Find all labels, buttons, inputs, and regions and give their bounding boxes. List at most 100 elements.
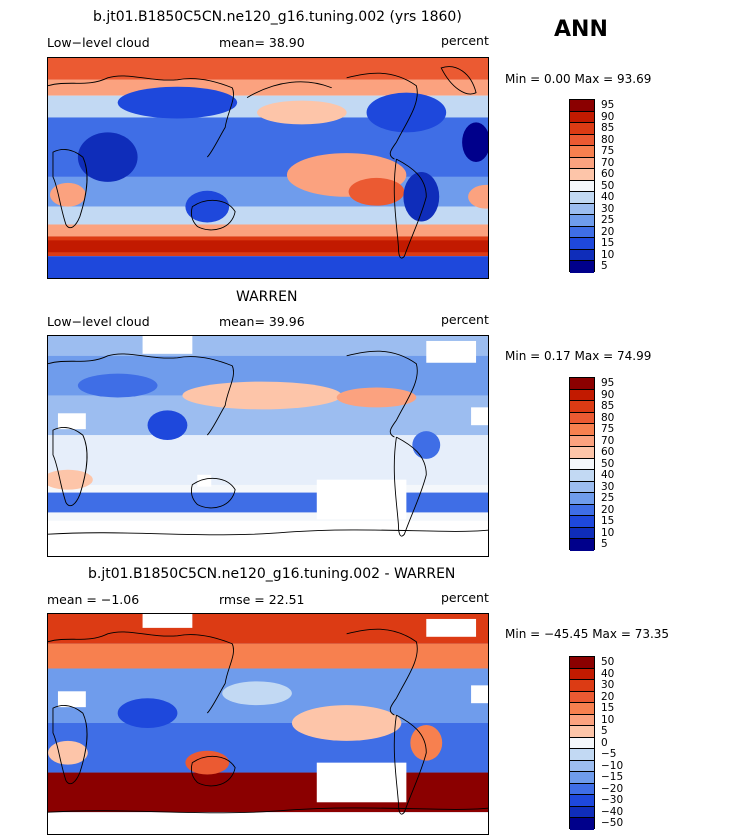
panel2-mean-label: mean= 39.96 bbox=[219, 314, 305, 329]
colorbar-swatch bbox=[570, 261, 594, 273]
colorbar-swatch bbox=[570, 123, 594, 135]
colorbar-swatch bbox=[570, 493, 594, 505]
colorbar-label: 75 bbox=[601, 423, 615, 435]
colorbar-swatch bbox=[570, 215, 594, 227]
colorbar-swatch bbox=[570, 401, 594, 413]
colorbar-label: 60 bbox=[601, 446, 615, 458]
colorbar-label: 95 bbox=[601, 99, 615, 111]
colorbar-swatch bbox=[570, 389, 594, 401]
colorbar-swatch bbox=[570, 169, 594, 181]
colorbar-label: −50 bbox=[601, 817, 624, 829]
panel1-minmax: Min = 0.00 Max = 93.69 bbox=[505, 72, 652, 86]
colorbar-swatch bbox=[570, 737, 594, 749]
colorbar-label: 15 bbox=[601, 702, 615, 714]
colorbar-label: 20 bbox=[601, 503, 615, 516]
colorbar-swatch bbox=[570, 657, 594, 669]
panel3-map-plot bbox=[48, 614, 488, 834]
colorbar-swatch bbox=[570, 111, 594, 123]
colorbar-swatch bbox=[570, 691, 594, 703]
colorbar-label: 85 bbox=[601, 400, 615, 412]
colorbar-swatch bbox=[570, 760, 594, 772]
colorbar-label: 30 bbox=[601, 202, 615, 215]
panel2-minmax: Min = 0.17 Max = 74.99 bbox=[505, 349, 652, 363]
season-label: ANN bbox=[554, 17, 608, 42]
colorbar-swatch bbox=[570, 818, 594, 830]
panel1-map-plot bbox=[48, 58, 488, 278]
colorbar-label: 50 bbox=[601, 457, 615, 470]
colorbar-swatch bbox=[570, 470, 594, 482]
colorbar-label: 40 bbox=[601, 469, 615, 481]
panel1-title: b.jt01.B1850C5CN.ne120_g16.tuning.002 (y… bbox=[93, 9, 462, 25]
colorbar-label: 20 bbox=[601, 225, 615, 238]
colorbar-label: 40 bbox=[601, 667, 615, 680]
colorbar-label: 15 bbox=[601, 237, 615, 249]
panel3-minmax: Min = −45.45 Max = 73.35 bbox=[505, 627, 670, 641]
colorbar-label: 10 bbox=[601, 713, 615, 726]
colorbar-label: 40 bbox=[601, 191, 615, 203]
colorbar-label: 5 bbox=[601, 538, 608, 550]
colorbar-swatch bbox=[570, 527, 594, 539]
panel3-rmse-label: rmse = 22.51 bbox=[219, 592, 305, 607]
colorbar-label: 15 bbox=[601, 515, 615, 527]
colorbar-swatch bbox=[570, 238, 594, 250]
panel3-title: b.jt01.B1850C5CN.ne120_g16.tuning.002 - … bbox=[88, 566, 456, 582]
colorbar-swatch bbox=[570, 100, 594, 112]
colorbar-label: 80 bbox=[601, 133, 615, 146]
colorbar-label: 30 bbox=[601, 480, 615, 493]
colorbar-swatch bbox=[570, 447, 594, 459]
panel3-units-label: percent bbox=[441, 590, 489, 605]
colorbar-swatch bbox=[570, 424, 594, 436]
colorbar-label: 0 bbox=[601, 736, 608, 749]
panel2-map-plot bbox=[48, 336, 488, 556]
colorbar-swatch bbox=[570, 749, 594, 761]
colorbar-label: 5 bbox=[601, 260, 608, 272]
colorbar-swatch bbox=[570, 795, 594, 807]
colorbar-label: 50 bbox=[601, 656, 615, 668]
colorbar-swatch bbox=[570, 668, 594, 680]
colorbar-label: 25 bbox=[601, 214, 615, 226]
colorbar-swatch bbox=[570, 504, 594, 516]
panel1-map bbox=[47, 57, 489, 279]
panel2-colorbar bbox=[569, 377, 595, 551]
colorbar-label: 10 bbox=[601, 526, 615, 539]
colorbar-swatch bbox=[570, 680, 594, 692]
colorbar-swatch bbox=[570, 481, 594, 493]
colorbar-swatch bbox=[570, 157, 594, 169]
panel2-title: WARREN bbox=[236, 289, 298, 305]
colorbar-swatch bbox=[570, 806, 594, 818]
colorbar-label: 50 bbox=[601, 179, 615, 192]
colorbar-label: 70 bbox=[601, 156, 615, 169]
panel1-mean-label: mean= 38.90 bbox=[219, 35, 305, 50]
colorbar-label: 90 bbox=[601, 110, 615, 123]
colorbar-label: 60 bbox=[601, 168, 615, 180]
panel2-variable-label: Low−level cloud bbox=[47, 314, 150, 329]
panel3-colorbar bbox=[569, 656, 595, 830]
colorbar-swatch bbox=[570, 146, 594, 158]
colorbar-label: 80 bbox=[601, 411, 615, 424]
colorbar-swatch bbox=[570, 192, 594, 204]
colorbar-swatch bbox=[570, 378, 594, 390]
colorbar-swatch bbox=[570, 435, 594, 447]
colorbar-label: 95 bbox=[601, 377, 615, 389]
colorbar-swatch bbox=[570, 412, 594, 424]
colorbar-label: 10 bbox=[601, 248, 615, 261]
colorbar-label: 25 bbox=[601, 492, 615, 504]
colorbar-swatch bbox=[570, 458, 594, 470]
colorbar-swatch bbox=[570, 134, 594, 146]
panel1-variable-label: Low−level cloud bbox=[47, 35, 150, 50]
colorbar-swatch bbox=[570, 180, 594, 192]
colorbar-swatch bbox=[570, 726, 594, 738]
panel2-units-label: percent bbox=[441, 312, 489, 327]
colorbar-label: 75 bbox=[601, 145, 615, 157]
colorbar-swatch bbox=[570, 516, 594, 528]
colorbar-label: −5 bbox=[601, 748, 617, 760]
colorbar-swatch bbox=[570, 772, 594, 784]
colorbar-swatch bbox=[570, 203, 594, 215]
colorbar-swatch bbox=[570, 226, 594, 238]
colorbar-swatch bbox=[570, 703, 594, 715]
colorbar-label: 85 bbox=[601, 122, 615, 134]
colorbar-label: −40 bbox=[601, 805, 624, 818]
colorbar-label: −20 bbox=[601, 782, 624, 795]
panel2-map bbox=[47, 335, 489, 557]
panel1-units-label: percent bbox=[441, 33, 489, 48]
